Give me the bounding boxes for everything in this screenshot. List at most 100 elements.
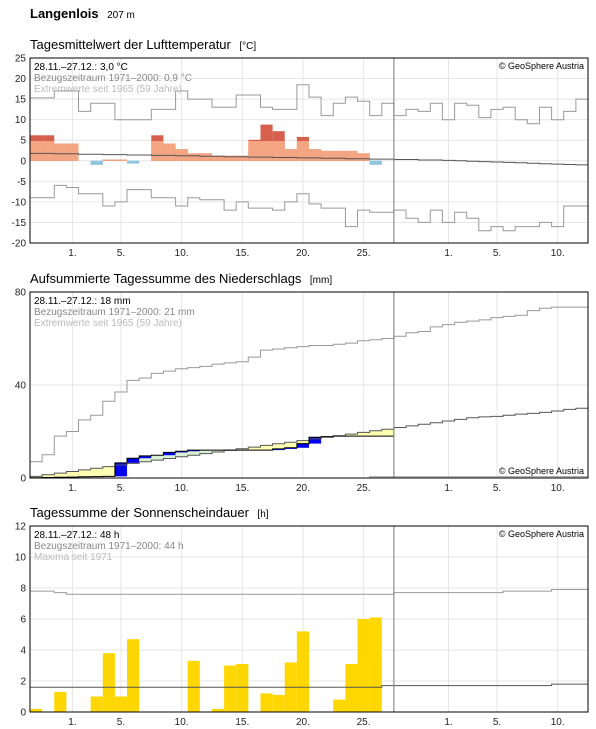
precipitation-deviation-area [369, 430, 382, 437]
sunshine-bar [272, 694, 285, 712]
temperature-bar [272, 141, 285, 161]
x-tick-label: 10. [175, 248, 189, 259]
precipitation-deviation-area [381, 429, 394, 437]
temperature-chart: 25 20 15 10 5 0 -5 -10 -15 -20 1. 5. 10. 15. 20. 25. 1. 5… [12, 54, 589, 259]
temperature-bar [90, 160, 103, 165]
temperature-bar [30, 141, 43, 161]
y-tick-label: 5 [20, 136, 26, 147]
sunshine-bar [333, 699, 346, 712]
chart-info-line: Extremwerte seit 1965 (59 Jahre) [34, 318, 182, 329]
sunshine-chart-title: Tagessumme der Sonnenscheindauer [30, 505, 250, 520]
temperature-bar [284, 149, 297, 161]
chart-info-line: 28.11.–27.12.: 48 h [34, 530, 119, 541]
x-tick-label: 1. [68, 717, 76, 728]
x-tick-label: 5. [117, 483, 125, 494]
precipitation-daily-bar [139, 455, 152, 459]
temperature-min-extreme-line [30, 184, 588, 232]
precipitation-daily-bar [284, 447, 297, 449]
y-tick-label: 40 [15, 381, 27, 392]
temperature-bar [54, 143, 67, 161]
station-header: Langenlois 207 m [30, 5, 135, 22]
precipitation-chart-title-row: Aufsummierte Tagessumme des Niederschlag… [30, 270, 332, 287]
precipitation-chart-title: Aufsummierte Tagessumme des Niederschlag… [30, 271, 302, 286]
temperature-bar [66, 143, 79, 161]
temperature-bar [248, 141, 261, 161]
precipitation-deviation-area [90, 468, 103, 477]
precipitation-deviation-area [163, 452, 176, 459]
x-tick-label: 15. [235, 248, 249, 259]
x-tick-label: 1. [444, 248, 452, 259]
y-tick-label: -15 [12, 218, 27, 229]
temperature-chart-title-row: Tagesmittelwert der Lufttemperatur [°C] [30, 36, 256, 53]
copyright-label: © GeoSphere Austria [499, 529, 584, 539]
precipitation-deviation-area [151, 455, 164, 461]
y-tick-label: 10 [15, 115, 27, 126]
precipitation-deviation-area [42, 474, 55, 478]
x-tick-label: 20. [296, 248, 310, 259]
precipitation-daily-bar [175, 451, 188, 453]
sunshine-bar [54, 691, 67, 712]
temperature-bar [345, 150, 358, 161]
precipitation-deviation-area [248, 447, 261, 451]
sunshine-bar [369, 617, 382, 712]
precipitation-chart-unit: [mm] [310, 275, 332, 286]
sunshine-bar [345, 663, 358, 712]
sunshine-bar [296, 631, 309, 712]
sunshine-bar [211, 708, 225, 712]
temperature-bar [187, 153, 200, 161]
sunshine-bar [30, 708, 43, 712]
x-tick-label: 5. [493, 483, 501, 494]
copyright-label: © GeoSphere Austria [499, 466, 584, 476]
copyright-label: © GeoSphere Austria [499, 61, 584, 71]
sunshine-bar [114, 696, 128, 712]
precipitation-deviation-area [211, 450, 225, 452]
precipitation-deviation-area [199, 450, 212, 454]
temperature-bar [163, 143, 176, 161]
x-tick-label: 5. [493, 717, 501, 728]
sunshine-bar [127, 639, 140, 712]
y-tick-label: 6 [20, 615, 26, 626]
y-tick-label: -20 [12, 239, 27, 250]
temperature-bar [127, 160, 140, 164]
sunshine-chart-title-row: Tagessumme der Sonnenscheindauer [h] [30, 504, 269, 521]
y-tick-label: 20 [15, 74, 27, 85]
precipitation-deviation-area [139, 455, 152, 462]
x-tick-label: 10. [175, 717, 189, 728]
chart-info-line: Bezugszeitraum 1971–2000: 0,9 °C [34, 73, 192, 84]
precipitation-deviation-area [78, 469, 91, 477]
x-tick-label: 1. [68, 248, 76, 259]
precipitation-daily-bar [127, 458, 140, 463]
x-tick-label: 10. [551, 248, 565, 259]
temperature-bar [199, 153, 212, 161]
x-tick-label: 20. [296, 717, 310, 728]
precipitation-deviation-area [272, 443, 285, 449]
precipitation-deviation-area [66, 471, 79, 478]
sunshine-bar [260, 693, 273, 712]
x-tick-label: 5. [493, 248, 501, 259]
x-tick-label: 5. [117, 717, 125, 728]
temperature-max-extreme-line [30, 84, 588, 125]
chart-info-line: Extremwerte seit 1965 (59 Jahre) [34, 84, 182, 95]
precipitation-daily-bar [296, 443, 309, 448]
y-tick-label: 0 [20, 708, 26, 719]
y-tick-label: 4 [20, 646, 26, 657]
x-tick-label: 15. [235, 717, 249, 728]
temperature-bar [260, 141, 273, 161]
sunshine-bar [224, 665, 237, 712]
precipitation-deviation-area [296, 440, 309, 444]
temperature-bar [369, 160, 382, 165]
precipitation-deviation-area [284, 442, 297, 448]
x-tick-label: 5. [117, 248, 125, 259]
temperature-bar [42, 141, 55, 161]
precipitation-deviation-area [102, 466, 115, 477]
plot-frame [29, 57, 589, 244]
precipitation-deviation-area [236, 448, 249, 451]
x-tick-label: 20. [296, 483, 310, 494]
precipitation-deviation-area [345, 434, 358, 437]
temperature-bar [224, 155, 237, 161]
y-tick-label: 25 [15, 54, 27, 65]
precipitation-deviation-area [54, 473, 67, 478]
temperature-chart-title: Tagesmittelwert der Lufttemperatur [30, 37, 232, 52]
